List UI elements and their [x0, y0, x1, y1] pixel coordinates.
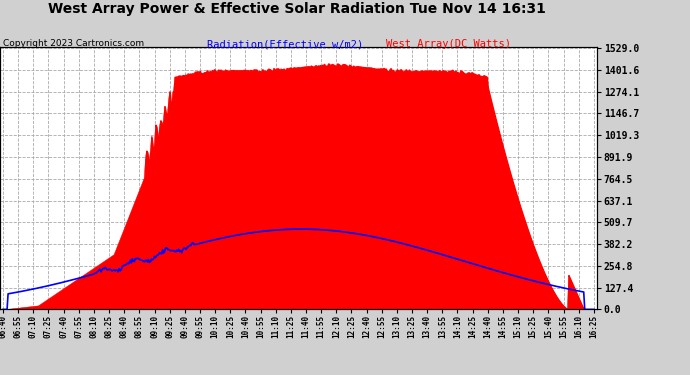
Text: Copyright 2023 Cartronics.com: Copyright 2023 Cartronics.com	[3, 39, 145, 48]
Text: West Array Power & Effective Solar Radiation Tue Nov 14 16:31: West Array Power & Effective Solar Radia…	[48, 2, 546, 16]
Text: West Array(DC Watts): West Array(DC Watts)	[386, 39, 511, 50]
Text: Radiation(Effective w/m2): Radiation(Effective w/m2)	[207, 39, 363, 50]
